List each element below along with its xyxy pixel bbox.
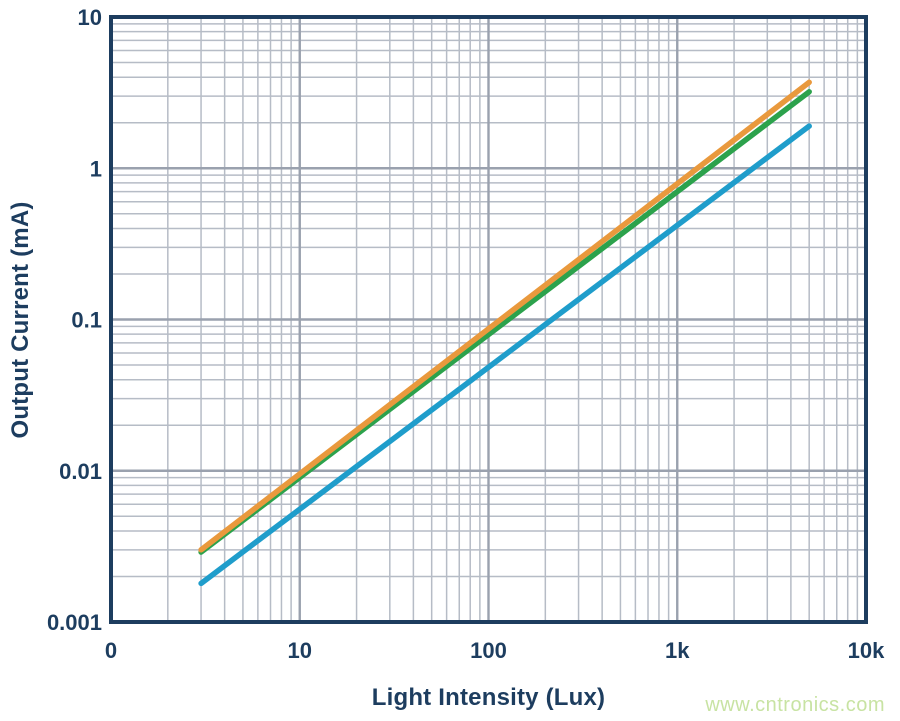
x-tick-label-10: 10 bbox=[288, 638, 312, 663]
x-tick-label-0: 0 bbox=[105, 638, 117, 663]
y-tick-label-0.001: 0.001 bbox=[47, 610, 102, 635]
x-axis-title: Light Intensity (Lux) bbox=[371, 684, 606, 711]
orange-curve bbox=[198, 79, 812, 553]
y-axis-title: Output Current (mA) bbox=[7, 201, 34, 439]
y-tick-label-0.01: 0.01 bbox=[59, 459, 102, 484]
x-tick-label-1k: 1k bbox=[665, 638, 690, 663]
plot-border bbox=[109, 15, 868, 624]
y-tick-label-1: 1 bbox=[90, 156, 102, 181]
blue-curve bbox=[198, 123, 812, 587]
y-tick-label-10: 10 bbox=[78, 5, 102, 30]
y-tick-label-0.1: 0.1 bbox=[71, 308, 102, 333]
watermark: www.cntronics.com bbox=[705, 694, 885, 716]
x-tick-label-10k: 10k bbox=[848, 638, 885, 663]
green-curve bbox=[198, 89, 812, 555]
x-tick-label-100: 100 bbox=[470, 638, 507, 663]
